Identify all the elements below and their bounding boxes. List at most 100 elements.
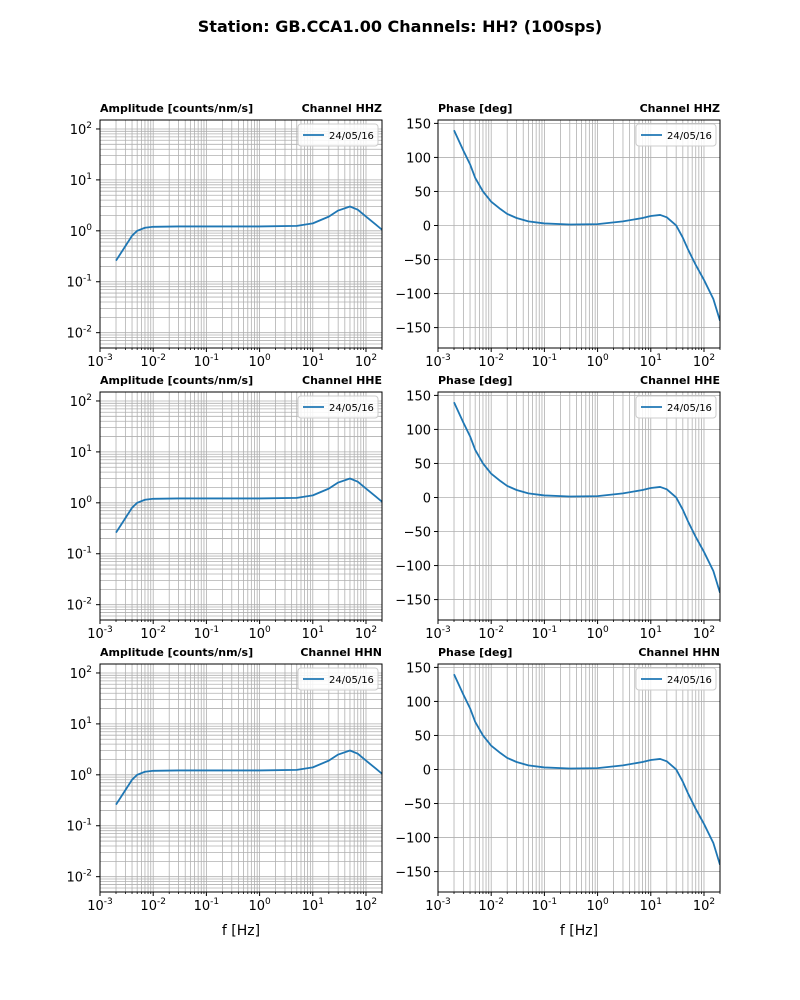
panel-title-left: Phase [deg]	[438, 102, 512, 115]
panel-amplitude-hhe: 10-3 10-2 10-1 100 101 102 10-2 10-1 100 101 102 Am…	[66, 374, 383, 642]
y-tick-label: 101	[70, 172, 92, 189]
grid	[438, 392, 720, 620]
x-tick-label: 102	[693, 625, 715, 642]
y-tick-label: 100	[70, 767, 93, 784]
y-tick-label: 101	[70, 716, 92, 733]
y-tick-label: 100	[406, 695, 431, 710]
y-tick-label: −150	[395, 594, 431, 609]
series-line	[115, 205, 382, 262]
panel-title-right: Channel HHZ	[302, 102, 382, 115]
legend-box	[635, 395, 717, 419]
panel-phase-hhn: 10-3 10-2 10-1 100 101 102 −150 −100 −50 0 50 100 15…	[395, 646, 721, 939]
x-tick-label: 10-1	[194, 625, 220, 642]
y-tick-label: 10-2	[66, 325, 92, 342]
y-tick-label: 150	[406, 661, 431, 676]
axes-frame	[437, 391, 721, 621]
x-tick-label: 100	[586, 353, 609, 370]
y-tick-label: −150	[395, 322, 431, 337]
x-tick-label: 100	[248, 353, 271, 370]
x-tick-label: 10-3	[425, 897, 451, 914]
legend-label: 24/05/16	[667, 131, 712, 142]
y-tick-label: −50	[404, 798, 431, 813]
x-tick-label: 10-1	[532, 897, 558, 914]
grid	[438, 664, 720, 892]
panel-phase-hhz: 10-3 10-2 10-1 100 101 102 −150 −100 −50 0 50 100 15…	[395, 102, 721, 370]
axes-frame	[99, 391, 383, 621]
y-tick-label: 100	[70, 223, 93, 240]
panel-title-left: Phase [deg]	[438, 374, 512, 387]
x-tick-label: 10-2	[478, 625, 504, 642]
series-line	[453, 673, 720, 866]
y-tick-label: 10-1	[66, 546, 92, 563]
legend: 24/05/16	[635, 123, 717, 147]
panel-phase-hhe: 10-3 10-2 10-1 100 101 102 −150 −100 −50 0 50 100 15…	[395, 374, 721, 642]
y-tick-label: 0	[423, 491, 431, 506]
panel-title-right: Channel HHE	[640, 374, 720, 387]
x-axis-label: f [Hz]	[222, 923, 260, 939]
x-tick-label: 101	[302, 897, 324, 914]
y-tick-label: −150	[395, 866, 431, 881]
x-tick-label: 101	[640, 897, 662, 914]
legend: 24/05/16	[297, 123, 379, 147]
y-tick-label: 150	[406, 389, 431, 404]
panel-amplitude-hhn: 10-3 10-2 10-1 100 101 102 10-2 10-1 100 101 102 Am…	[66, 646, 383, 939]
y-tick-label: 50	[414, 457, 431, 472]
y-tick-label: 0	[423, 219, 431, 234]
axes-frame	[437, 663, 721, 893]
y-tick-label: 100	[70, 495, 93, 512]
y-tick-label: 102	[70, 393, 92, 410]
y-tick-label: 101	[70, 444, 92, 461]
panel-amplitude-hhz: 10-3 10-2 10-1 100 101 102 10-2 10-1 100 101 102 Am…	[66, 102, 383, 370]
y-tick-label: 10-1	[66, 818, 92, 835]
legend-label: 24/05/16	[329, 675, 374, 686]
series-line	[115, 749, 382, 806]
x-tick-label: 10-2	[140, 897, 166, 914]
y-tick-label: 150	[406, 117, 431, 132]
x-tick-label: 100	[586, 897, 609, 914]
grid	[100, 392, 382, 620]
x-tick-label: 102	[693, 897, 715, 914]
x-tick-label: 100	[586, 625, 609, 642]
x-tick-label: 10-2	[478, 353, 504, 370]
x-tick-label: 10-2	[478, 897, 504, 914]
x-tick-label: 10-1	[532, 625, 558, 642]
x-tick-label: 10-1	[194, 353, 220, 370]
x-tick-label: 10-1	[194, 897, 220, 914]
legend: 24/05/16	[297, 395, 379, 419]
x-tick-label: 10-3	[425, 625, 451, 642]
x-tick-label: 101	[302, 625, 324, 642]
legend-box	[635, 123, 717, 147]
x-tick-label: 10-3	[87, 353, 113, 370]
x-tick-label: 101	[640, 625, 662, 642]
y-tick-label: 10-2	[66, 869, 92, 886]
series-line	[453, 129, 720, 322]
legend-box	[635, 667, 717, 691]
legend-label: 24/05/16	[667, 675, 712, 686]
axes-frame	[99, 663, 383, 893]
x-tick-label: 10-2	[140, 625, 166, 642]
y-tick-label: 100	[406, 423, 431, 438]
y-tick-label: 102	[70, 665, 92, 682]
y-tick-label: 102	[70, 121, 92, 138]
legend-box	[297, 123, 379, 147]
x-tick-label: 101	[302, 353, 324, 370]
y-tick-label: 10-2	[66, 597, 92, 614]
panel-title-right: Channel HHZ	[640, 102, 720, 115]
legend-box	[297, 667, 379, 691]
series-line	[115, 477, 382, 534]
y-tick-label: −100	[395, 288, 431, 303]
panel-title-left: Amplitude [counts/nm/s]	[100, 102, 253, 115]
y-tick-label: −50	[404, 254, 431, 269]
legend: 24/05/16	[297, 667, 379, 691]
legend-box	[297, 395, 379, 419]
panel-title-right: Channel HHN	[638, 646, 720, 659]
y-tick-label: −100	[395, 560, 431, 575]
y-tick-label: −50	[404, 526, 431, 541]
axes-frame	[437, 119, 721, 349]
y-tick-label: −100	[395, 832, 431, 847]
y-tick-label: 100	[406, 151, 431, 166]
x-tick-label: 10-2	[140, 353, 166, 370]
x-tick-label: 102	[355, 897, 377, 914]
x-axis-label: f [Hz]	[560, 923, 598, 939]
y-tick-label: 50	[414, 185, 431, 200]
